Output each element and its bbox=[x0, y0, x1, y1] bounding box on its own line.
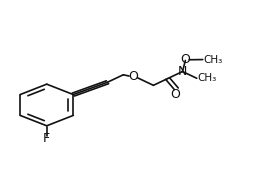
Text: O: O bbox=[180, 53, 190, 66]
Text: CH₃: CH₃ bbox=[203, 54, 222, 65]
Text: O: O bbox=[128, 70, 138, 83]
Text: CH₃: CH₃ bbox=[197, 73, 217, 83]
Text: O: O bbox=[170, 88, 180, 101]
Text: N: N bbox=[178, 65, 187, 78]
Text: F: F bbox=[43, 132, 50, 145]
